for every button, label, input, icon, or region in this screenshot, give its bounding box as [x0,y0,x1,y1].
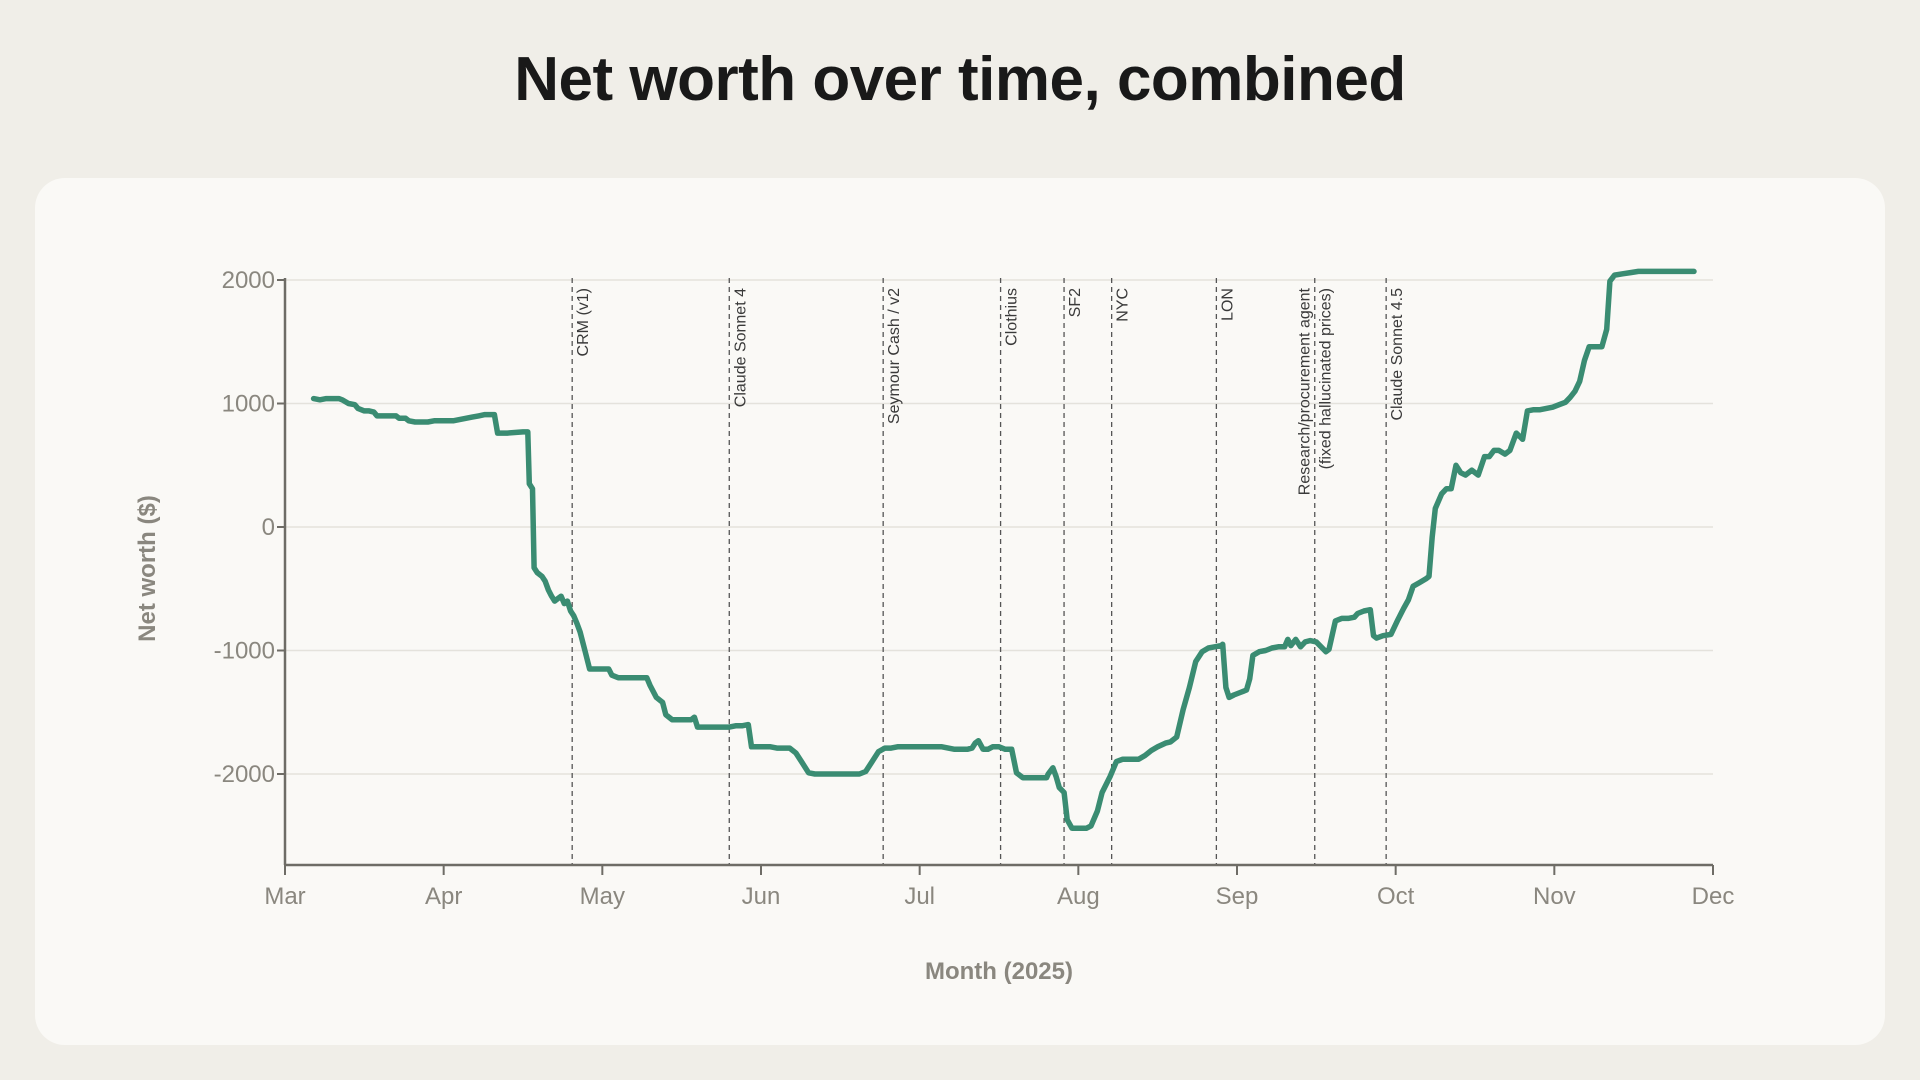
event-label: Research/procurement agent [1297,287,1314,495]
y-tick-label: 0 [262,514,275,541]
series [310,268,1697,832]
x-axis-title: Month (2025) [925,958,1073,985]
y-tick-label: -1000 [214,638,275,665]
y-ticks: 2000 1000 0 -1000 -2000 [214,267,285,788]
gridlines [285,279,1713,775]
x-tick-label: Mar [264,883,305,910]
event-markers: CRM (v1) Claude Sonnet 4 Seymour Cash / v2… [571,278,1406,865]
x-tick-label: Apr [425,883,462,910]
net-worth-chart: CRM (v1) Claude Sonnet 4 Seymour Cash / v2… [134,267,1734,985]
x-tick-label: Sep [1216,883,1259,910]
y-tick-label: 1000 [222,391,275,418]
x-tick-label: May [580,883,625,910]
x-tick-label: Jun [742,883,781,910]
event-label: Seymour Cash / v2 [886,288,903,424]
chart-card: CRM (v1) Claude Sonnet 4 Seymour Cash / v2… [35,178,1885,1045]
axes [283,278,1713,867]
x-tick-label: Jul [904,883,935,910]
page-title: Net worth over time, combined [514,45,1406,114]
event-label: Claude Sonnet 4.5 [1389,288,1406,421]
event-label: (fixed hallucinated prices) [1318,288,1335,469]
event-label: NYC [1115,288,1132,322]
x-tick-label: Nov [1533,883,1576,910]
y-tick-label: -2000 [214,761,275,788]
y-tick-label: 2000 [222,267,275,294]
x-tick-label: Dec [1692,883,1735,910]
event-label: LON [1219,288,1236,321]
x-tick-label: Aug [1057,883,1100,910]
x-ticks: Mar Apr May Jun Jul Aug Sep Oct Nov Dec [264,865,1734,910]
x-tick-label: Oct [1377,883,1415,910]
y-axis-title: Net worth ($) [134,495,161,642]
event-label: Clothius [1004,288,1021,346]
net-worth-line [310,268,1697,832]
event-label: SF2 [1067,288,1084,317]
event-label: CRM (v1) [575,288,592,356]
event-label: Claude Sonnet 4 [732,288,749,407]
